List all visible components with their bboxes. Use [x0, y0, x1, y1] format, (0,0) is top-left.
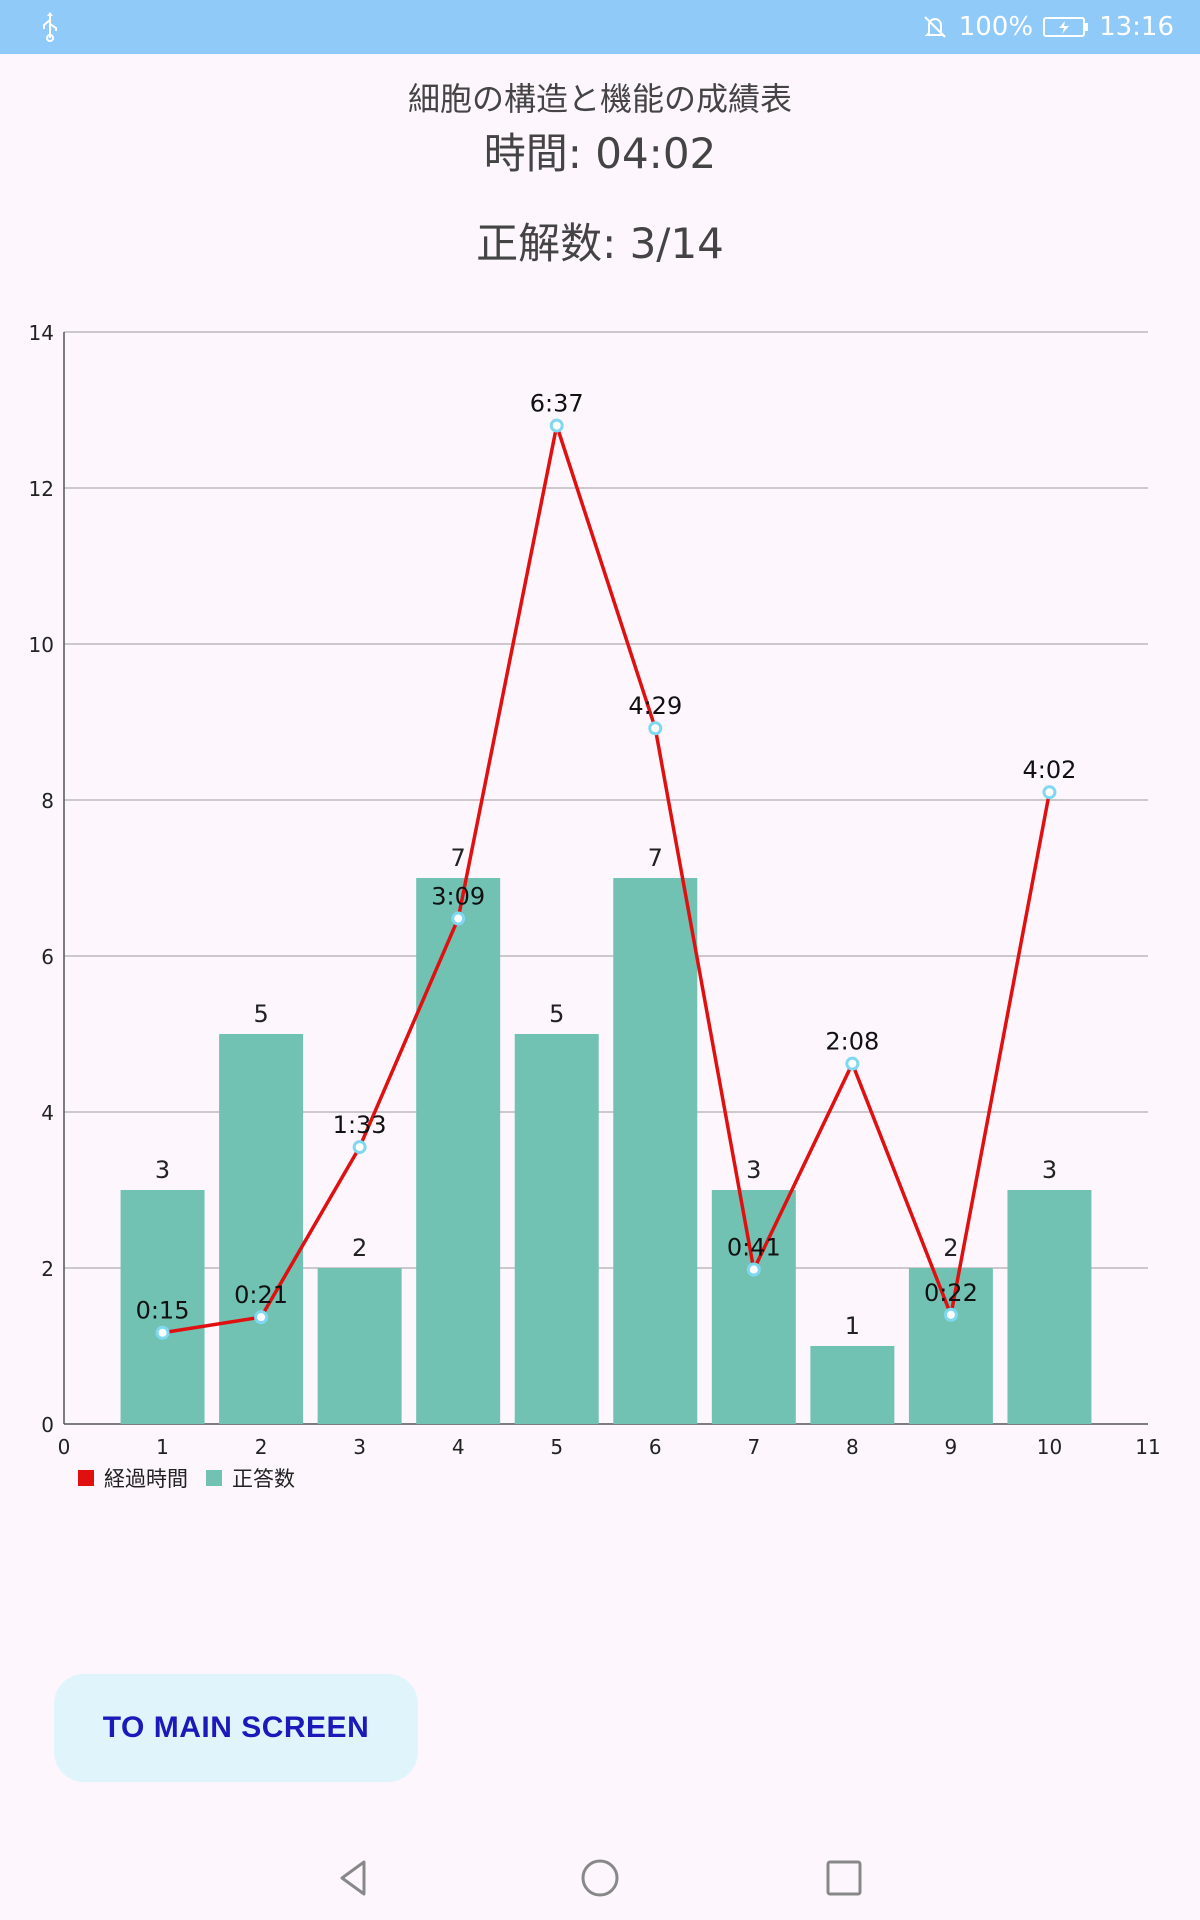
- legend-swatch-elapsed: [78, 1470, 94, 1486]
- notifications-off-icon: [924, 16, 946, 38]
- bar: [908, 1268, 993, 1424]
- line-point: [549, 418, 564, 433]
- bar-value-label: 3: [746, 1156, 761, 1184]
- line-value-label: 4:29: [628, 692, 682, 720]
- y-tick-label: 8: [41, 789, 54, 813]
- battery-percent: 100%: [958, 12, 1034, 42]
- line-point: [155, 1325, 170, 1340]
- line-value-label: 0:22: [924, 1279, 978, 1307]
- score: 正解数: 3/14: [476, 219, 724, 268]
- bar-value-label: 1: [845, 1312, 860, 1340]
- clock: 13:16: [1099, 12, 1174, 42]
- bar: [810, 1346, 895, 1424]
- bar: [613, 878, 698, 1424]
- usb-icon: [43, 12, 57, 42]
- x-tick-label: 3: [353, 1435, 366, 1459]
- line-value-label: 2:08: [825, 1028, 879, 1056]
- bar: [711, 1190, 796, 1424]
- line-value-label: 6:37: [530, 390, 584, 418]
- x-tick-label: 4: [452, 1435, 465, 1459]
- line-point: [1042, 785, 1057, 800]
- bar: [120, 1190, 205, 1424]
- x-tick-label: 0: [58, 1435, 71, 1459]
- bar: [514, 1034, 599, 1424]
- line-value-label: 0:15: [136, 1297, 190, 1325]
- line-point: [943, 1307, 958, 1322]
- x-tick-label: 1: [156, 1435, 169, 1459]
- line-point: [451, 911, 466, 926]
- y-tick-label: 10: [29, 633, 54, 657]
- x-tick-label: 10: [1037, 1435, 1062, 1459]
- battery-charging-icon: [1043, 17, 1089, 37]
- bar-value-label: 7: [648, 844, 663, 872]
- back-icon[interactable]: [330, 1854, 378, 1902]
- status-bar: 100% 13:16: [0, 0, 1200, 54]
- x-tick-label: 7: [747, 1435, 760, 1459]
- recents-icon[interactable]: [820, 1854, 868, 1902]
- bar-value-label: 2: [943, 1234, 958, 1262]
- line-point: [352, 1140, 367, 1155]
- line-value-label: 0:21: [234, 1281, 288, 1309]
- y-tick-label: 2: [41, 1257, 54, 1281]
- bar: [317, 1268, 402, 1424]
- y-tick-label: 12: [29, 477, 54, 501]
- bar: [416, 878, 501, 1424]
- line-point: [648, 721, 663, 736]
- x-tick-label: 6: [649, 1435, 662, 1459]
- y-tick-label: 0: [41, 1413, 54, 1437]
- line-value-label: 4:02: [1023, 756, 1077, 784]
- bar: [1007, 1190, 1092, 1424]
- y-tick-label: 6: [41, 945, 54, 969]
- bar: [219, 1034, 304, 1424]
- legend-label-correct: 正答数: [232, 1467, 295, 1491]
- elapsed-time: 時間: 04:02: [483, 129, 717, 178]
- line-point: [746, 1262, 761, 1277]
- x-tick-label: 2: [255, 1435, 268, 1459]
- x-tick-label: 9: [945, 1435, 958, 1459]
- home-icon[interactable]: [576, 1854, 624, 1902]
- to-main-screen-button[interactable]: TO MAIN SCREEN: [54, 1674, 418, 1782]
- x-tick-label: 8: [846, 1435, 859, 1459]
- bar-value-label: 3: [1042, 1156, 1057, 1184]
- legend-label-elapsed: 経過時間: [104, 1467, 188, 1491]
- line-value-label: 0:41: [727, 1234, 781, 1262]
- bar-value-label: 3: [155, 1156, 170, 1184]
- status-right: 100% 13:16: [921, 0, 1174, 54]
- bar-value-label: 5: [549, 1000, 564, 1028]
- navigation-bar: [0, 1834, 1200, 1920]
- page-title: 細胞の構造と機能の成績表: [407, 80, 792, 118]
- line-value-label: 1:33: [333, 1111, 387, 1139]
- y-tick-label: 4: [41, 1101, 54, 1125]
- bar-value-label: 5: [253, 1000, 268, 1028]
- legend-swatch-correct: [206, 1470, 222, 1486]
- line-value-label: 3:09: [431, 883, 485, 911]
- y-tick-label: 14: [29, 321, 54, 345]
- series-line: [162, 423, 1052, 1335]
- line-point: [845, 1056, 860, 1071]
- bar-value-label: 7: [451, 844, 466, 872]
- x-tick-label: 5: [550, 1435, 563, 1459]
- line-point: [254, 1310, 269, 1325]
- bar-value-label: 2: [352, 1234, 367, 1262]
- x-tick-label: 11: [1135, 1435, 1160, 1459]
